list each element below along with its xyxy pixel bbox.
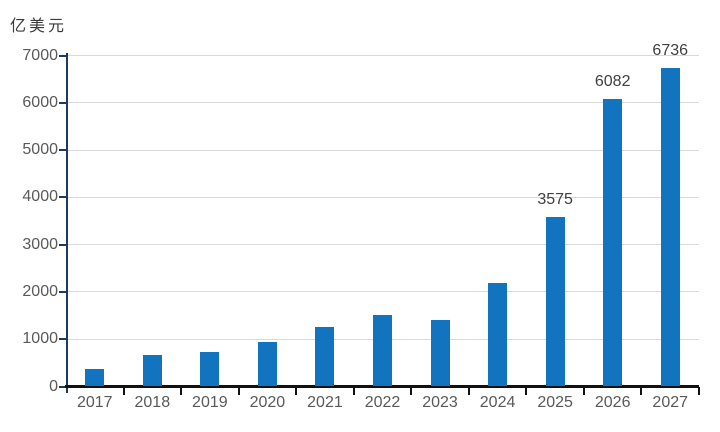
x-tick [295,386,298,395]
gridline [66,291,699,293]
bar [200,351,220,387]
x-tick-label: 2019 [192,394,228,411]
x-tick-label: 2025 [537,394,573,411]
bar [603,98,623,387]
y-tick-label: 4000 [22,188,58,206]
bar [660,67,680,387]
x-tick [640,386,643,395]
bar-value-label: 3575 [537,191,573,209]
y-tick-label: 5000 [22,141,58,159]
bar [257,342,277,387]
y-tick-label: 7000 [22,46,58,64]
bar-value-label: 6736 [652,41,689,59]
x-tick [237,386,240,395]
x-tick [180,386,183,395]
x-axis-line [64,385,699,388]
x-tick [410,386,413,395]
x-tick [352,386,355,395]
y-tick [59,290,66,293]
x-tick [122,386,125,395]
y-axis-unit-label: 亿美元 [10,18,68,35]
y-tick-label: 0 [49,377,58,395]
y-tick [59,196,66,199]
x-tick-label: 2023 [422,394,458,411]
y-tick-label: 1000 [22,330,58,348]
bar-value-label: 6082 [594,72,631,90]
y-tick [59,54,66,57]
x-tick-label: 2022 [364,394,401,411]
x-tick [582,386,585,395]
bar [430,320,450,387]
bar [142,355,162,387]
x-tick-label: 2020 [249,394,286,411]
bar [545,217,565,387]
x-tick-label: 2026 [594,394,631,411]
y-tick-label: 3000 [22,235,58,253]
y-tick [59,338,66,341]
x-tick-label: 2017 [76,394,113,411]
x-tick-label: 2018 [134,394,171,411]
gridline [66,55,699,56]
gridline [66,102,699,104]
y-tick [59,149,66,152]
y-tick [59,243,66,246]
y-tick-label: 6000 [22,93,58,111]
x-tick [698,386,700,395]
gridline [66,196,699,198]
x-tick-label: 2024 [479,394,516,411]
gridline [66,244,699,246]
x-tick-label: 2021 [307,394,343,411]
x-tick-label: 2027 [652,394,689,411]
bar [373,315,392,387]
y-axis-line [66,53,68,393]
y-tick [59,101,66,104]
bar [315,326,335,387]
y-tick-label: 2000 [22,282,58,300]
gridline [66,149,699,151]
x-tick [467,386,470,395]
x-tick [525,386,528,395]
y-tick [59,385,66,388]
bar [488,283,508,387]
bar [85,369,105,387]
